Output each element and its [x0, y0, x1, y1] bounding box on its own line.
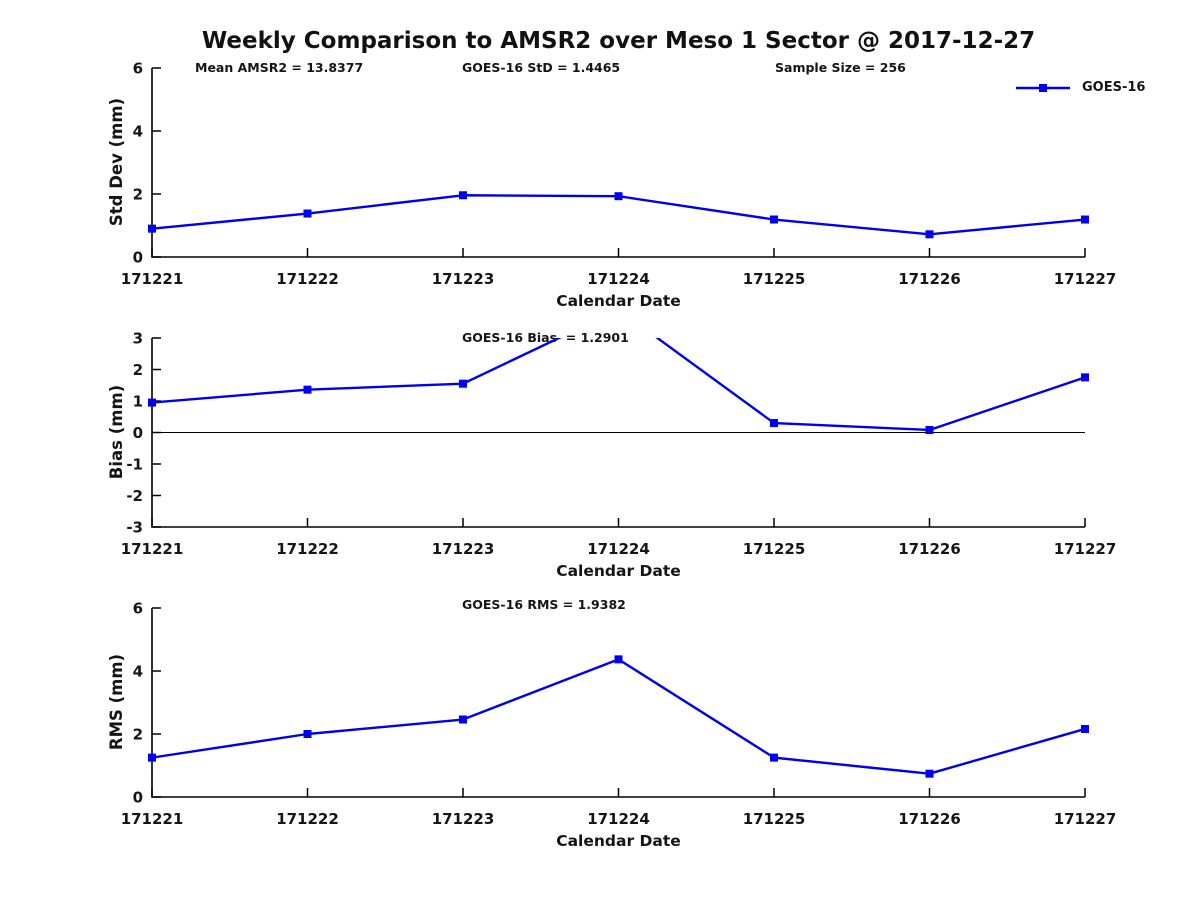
annotation-goes-std: GOES-16 StD = 1.4465: [462, 60, 621, 75]
x-tick-label: 171222: [276, 270, 339, 288]
goes-16-line: [151, 338, 1086, 432]
x-tick-label: 171224: [587, 540, 650, 558]
y-tick-label: 0: [133, 789, 143, 807]
x-tick-label: 171221: [121, 810, 184, 828]
y-tick-label: 2: [133, 726, 143, 744]
square-marker-icon: [925, 230, 934, 239]
y-tick-label: 3: [133, 330, 143, 348]
y-tick-label: -1: [126, 456, 143, 474]
square-marker-icon: [1081, 724, 1089, 733]
y-tick-label: 4: [133, 663, 143, 681]
square-marker-icon: [459, 715, 467, 724]
y-tick-label: 2: [133, 186, 143, 204]
square-marker-icon: [770, 419, 778, 428]
square-marker-icon: [303, 730, 312, 738]
x-tick-label: 171221: [121, 540, 184, 558]
square-marker-icon: [303, 385, 312, 394]
annotation-mean-amsr2: Mean AMSR2 = 13.8377: [195, 60, 364, 75]
y-tick-label: 0: [133, 249, 143, 267]
square-marker-icon: [614, 655, 623, 664]
goes-16-line: [151, 658, 1086, 775]
legend-square-marker-icon: [1039, 83, 1047, 92]
y-tick-label: 6: [133, 60, 143, 78]
x-tick-label: 171222: [276, 810, 339, 828]
y-tick-label: 4: [133, 123, 143, 141]
goes-16-line: [151, 194, 1086, 236]
annotation-sample-size: Sample Size = 256: [775, 60, 906, 75]
subplot-bias: 171221 171222 171223 171224 171225 171226 1712…: [121, 330, 1117, 581]
square-marker-icon: [614, 192, 623, 201]
square-marker-icon: [770, 753, 778, 762]
axis-spines: [151, 68, 1085, 258]
square-marker-icon: [459, 191, 467, 200]
x-tick-label: 171226: [898, 540, 961, 558]
x-axis-label: Calendar Date: [556, 292, 681, 310]
y-tick-label: -2: [126, 487, 143, 505]
page-title: Weekly Comparison to AMSR2 over Meso 1 S…: [201, 28, 1036, 54]
square-marker-icon: [459, 379, 467, 388]
x-tick-label: 171223: [432, 810, 495, 828]
square-marker-icon: [925, 425, 934, 434]
x-tick-label: 171221: [121, 270, 184, 288]
x-tick-label: 171223: [432, 270, 495, 288]
annotation-goes-rms: GOES-16 RMS = 1.9382: [462, 597, 626, 612]
x-tick-label: 171225: [743, 810, 806, 828]
subplot-stddev: 171221 171222 171223 171224 171225 171226 1712…: [121, 60, 1117, 311]
square-marker-icon: [925, 769, 934, 778]
square-marker-icon: [148, 224, 156, 233]
y-tick-label: 1: [133, 393, 143, 411]
x-tick-label: 171226: [898, 270, 961, 288]
annotation-goes-bias: GOES-16 Bias = 1.2901: [462, 330, 629, 345]
x-tick-label: 171225: [743, 270, 806, 288]
x-axis-label: Calendar Date: [556, 562, 681, 580]
square-marker-icon: [1081, 215, 1089, 224]
x-tick-label: 171224: [587, 270, 650, 288]
legend: GOES-16: [1014, 80, 1145, 95]
legend-label: GOES-16: [1082, 80, 1146, 95]
y-tick-label: 0: [133, 424, 143, 442]
square-marker-icon: [1081, 373, 1089, 382]
x-tick-label: 171222: [276, 540, 339, 558]
x-axis-label: Calendar Date: [556, 832, 681, 850]
y-tick-label: 2: [133, 361, 143, 379]
x-tick-label: 171227: [1054, 810, 1117, 828]
x-tick-label: 171227: [1054, 270, 1117, 288]
subplot-rms: 171221 171222 171223 171224 171225 171226 1712…: [121, 600, 1117, 851]
x-tick-label: 171226: [898, 810, 961, 828]
x-tick-label: 171225: [743, 540, 806, 558]
square-marker-icon: [770, 215, 778, 224]
square-marker-icon: [148, 398, 156, 407]
x-tick-label: 171224: [587, 810, 650, 828]
legend-line-sample: [1016, 83, 1070, 92]
y-tick-label: -3: [126, 519, 143, 537]
x-tick-label: 171223: [432, 540, 495, 558]
square-marker-icon: [148, 753, 156, 762]
y-tick-label: 6: [133, 600, 143, 618]
x-tick-label: 171227: [1054, 540, 1117, 558]
square-marker-icon: [303, 209, 312, 218]
